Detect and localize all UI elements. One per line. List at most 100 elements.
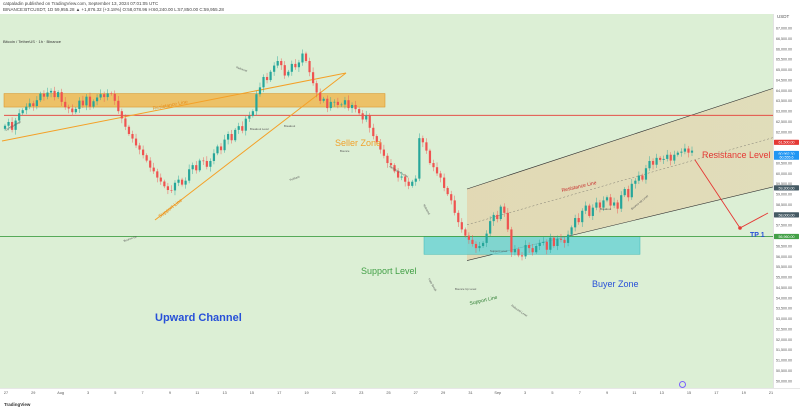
channel-mid-line (466, 137, 774, 226)
candle (588, 203, 591, 218)
candle (545, 239, 548, 255)
time-tick-label: 9 (169, 391, 171, 395)
candle (85, 94, 88, 111)
candle (173, 180, 177, 196)
time-axis-bg (0, 388, 800, 409)
price-tick-label: 58,500.00 (776, 203, 792, 207)
candle (535, 244, 538, 255)
candle (627, 185, 630, 202)
candle (269, 69, 272, 82)
candle (407, 177, 410, 190)
time-tick-label: 9 (606, 391, 608, 395)
small-label: Breakout Level (250, 127, 269, 131)
resistance-trendline (1, 72, 347, 142)
small-label: Rebound (422, 204, 431, 216)
seller-zone-band (3, 93, 386, 108)
candle (234, 128, 237, 143)
price-tick-label: 52,500.00 (776, 327, 792, 331)
candle (273, 62, 276, 76)
candle (630, 179, 633, 200)
small-label: Bounce Up Level (455, 287, 477, 291)
candle (396, 168, 400, 182)
time-tick-label: 3 (524, 391, 526, 395)
candle (478, 241, 481, 252)
candle (549, 233, 552, 254)
candle (340, 102, 343, 107)
time-tick-label: 25 (386, 391, 390, 395)
price-tick-label: 56,000.00 (776, 255, 792, 259)
support-level-label: Support Level (361, 266, 417, 276)
price-axis-bg (773, 14, 800, 395)
candle (177, 175, 180, 187)
candle (510, 226, 513, 258)
candle (10, 117, 14, 133)
price-tick-label: 67,000.00 (776, 27, 792, 31)
candle (365, 110, 368, 123)
candle (311, 67, 315, 86)
candle (25, 103, 28, 115)
candle (609, 193, 612, 210)
candle (623, 187, 626, 198)
candle (276, 56, 279, 69)
candle (361, 109, 364, 124)
candle (524, 240, 527, 259)
candle (669, 152, 672, 166)
candle (382, 144, 386, 159)
candle (230, 129, 233, 144)
reset-chart-button[interactable] (679, 381, 686, 388)
currency-label: USDT (777, 14, 790, 19)
price-tag: 61,500.00 (774, 139, 799, 145)
candle (683, 143, 687, 155)
small-label: Pullback (289, 174, 301, 182)
candle (421, 135, 424, 148)
time-tick-label: 31 (468, 391, 472, 395)
candle (464, 227, 467, 238)
candle (386, 153, 389, 168)
candle (53, 86, 56, 101)
candle (315, 80, 318, 98)
candle (60, 88, 63, 106)
candle (616, 199, 619, 214)
time-tick-label: 13 (222, 391, 226, 395)
candle (127, 124, 131, 136)
candle (7, 118, 10, 130)
header-ohlc: BINANCE:BTCUSDT, 1D 59,955.28 ▲ +1,876.3… (3, 6, 224, 12)
time-tick-label: 11 (632, 391, 636, 395)
candle (411, 179, 414, 188)
price-axis: 67,000.00 66,500.00 66,000.00 65,500.00 65,0… (776, 27, 792, 384)
small-label: Rebound (236, 65, 248, 73)
candle (156, 168, 159, 183)
price-tick-label: 64,500.00 (776, 79, 792, 83)
candle (152, 162, 155, 174)
candle (591, 204, 594, 220)
svg-text:59,300.00: 59,300.00 (779, 186, 795, 190)
candle (542, 237, 545, 246)
candle (49, 88, 53, 98)
candle (538, 239, 541, 251)
price-tick-label: 51,000.00 (776, 359, 792, 363)
price-tick-label: 62,500.00 (776, 120, 792, 124)
candle (265, 72, 269, 84)
candle (432, 159, 435, 172)
candle (584, 201, 587, 215)
candle (563, 237, 566, 248)
candle (556, 235, 559, 251)
candle (227, 131, 230, 145)
candle (46, 87, 49, 100)
candle (280, 58, 283, 70)
time-tick-label: 21 (332, 391, 336, 395)
candle (333, 99, 336, 107)
candle (166, 182, 169, 195)
candle (520, 252, 524, 261)
candle (595, 197, 598, 211)
candle (460, 218, 463, 233)
candle (492, 212, 495, 226)
candle (14, 117, 17, 135)
candle (566, 230, 570, 247)
candle (358, 107, 361, 116)
candle (198, 158, 201, 173)
candle (428, 148, 432, 165)
candle (78, 97, 81, 113)
candle (216, 144, 219, 156)
